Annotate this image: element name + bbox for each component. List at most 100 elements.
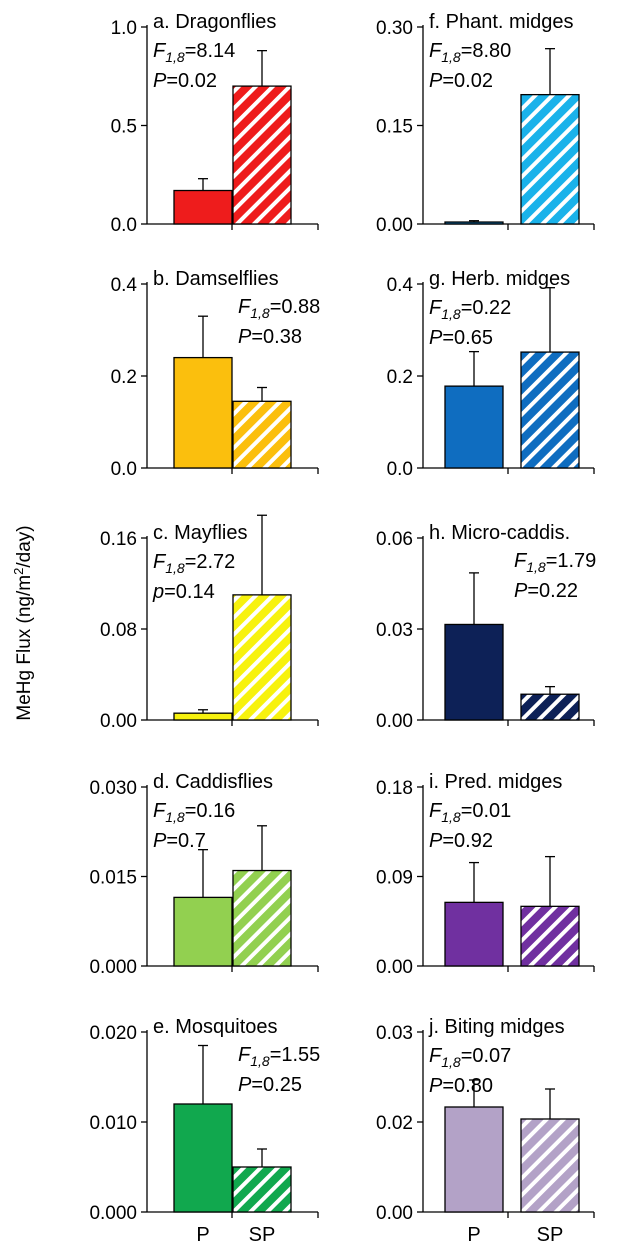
y-tick-label: 0.18: [376, 778, 413, 799]
bar-sp: [520, 1118, 580, 1213]
stat-f-var: F: [153, 551, 167, 573]
y-tick-label: 1.0: [111, 18, 137, 39]
panel-title: b. Damselflies: [153, 268, 279, 290]
stat-p-var: P: [238, 1074, 252, 1096]
y-tick-label: 0.2: [387, 367, 413, 388]
y-tick-label: 0.5: [111, 117, 137, 138]
stat-f-subscript: 1,8: [526, 559, 546, 575]
stat-p-var: P: [153, 70, 167, 92]
panel-1: 0.0 0.5 1.0 a. Dragonflies F1,8=8.14 P=0.02: [111, 11, 319, 236]
panels-group: 0.00.51.0 a. DragonfliesF1,8=8.14P=0.020.…: [89, 11, 596, 1246]
stat-f: F1,8=1.55: [238, 1044, 320, 1069]
category-label-sp: SP: [249, 1224, 276, 1246]
panel-8: 0.00 0.03 0.06 h. Micro-caddis. F1,8=1.79 P=0…: [376, 522, 596, 732]
bar-p: [173, 896, 233, 967]
panel-title: e. Mosquitoes: [153, 1016, 278, 1038]
stat-f-value: =0.07: [461, 1045, 512, 1067]
stat-f-value: =8.14: [185, 40, 236, 62]
stat-f-var: F: [514, 550, 528, 572]
stat-f: F1,8=1.79: [514, 550, 596, 575]
stat-f: F1,8=0.88: [238, 296, 320, 321]
stat-f-var: F: [429, 800, 443, 822]
stat-p-value: =0.02: [442, 70, 493, 92]
y-axis-label-main: MeHg Flux (ng/m: [14, 575, 35, 721]
panel-title: j. Biting midges: [428, 1016, 565, 1038]
stat-p: p=0.14: [152, 581, 215, 603]
bar-p: [173, 356, 233, 469]
panel-title: c. Mayflies: [153, 522, 247, 544]
y-tick-label: 0.000: [89, 1203, 137, 1224]
category-label-p: P: [467, 1224, 480, 1246]
stat-f-var: F: [429, 1045, 443, 1067]
y-tick-label: 0.02: [376, 1113, 413, 1134]
stat-f-subscript: 1,8: [165, 49, 185, 65]
stat-p-var: P: [429, 830, 443, 852]
stat-f: F1,8=0.01: [429, 800, 511, 825]
y-axis-label-superscript: 2: [11, 568, 26, 575]
stat-p-value: =0.22: [527, 580, 578, 602]
stat-p-value: =0.38: [251, 326, 302, 348]
y-tick-label: 0.03: [376, 1023, 413, 1044]
panel-title: g. Herb. midges: [429, 268, 570, 290]
stat-f-subscript: 1,8: [165, 560, 185, 576]
bar-sp: [232, 594, 292, 721]
category-label-sp: SP: [537, 1224, 564, 1246]
stat-p-value: =0.25: [251, 1074, 302, 1096]
bar-p: [173, 712, 233, 721]
bar-sp: [520, 93, 580, 225]
bar-sp: [232, 400, 292, 469]
stat-f-subscript: 1,8: [250, 305, 270, 321]
y-tick-label: 0.2: [111, 367, 137, 388]
stat-p: P=0.92: [429, 830, 493, 852]
stat-p-var: P: [429, 70, 443, 92]
stat-p-var: P: [429, 1075, 443, 1097]
stat-f: F1,8=8.14: [153, 40, 235, 65]
y-tick-label: 0.06: [376, 529, 413, 550]
stat-f-value: =1.55: [270, 1044, 321, 1066]
bar-p: [173, 1103, 233, 1213]
y-tick-label: 0.16: [100, 529, 137, 550]
stat-f-value: =0.01: [461, 800, 512, 822]
y-tick-label: 0.0: [111, 459, 137, 480]
stat-p-var: P: [153, 830, 167, 852]
y-tick-label: 0.015: [89, 868, 137, 889]
stat-p-value: =0.02: [166, 70, 217, 92]
y-tick-label: 0.4: [387, 275, 414, 296]
y-tick-label: 0.15: [376, 117, 413, 138]
stat-p-var: P: [514, 580, 528, 602]
panel-7: 0.0 0.2 0.4 g. Herb. midges F1,8=0.22 P=0.65: [387, 268, 595, 480]
stat-f: F1,8=0.07: [429, 1045, 511, 1070]
y-tick-label: 0.03: [376, 620, 413, 641]
stat-f-var: F: [153, 40, 167, 62]
bar-p: [444, 385, 504, 469]
stat-f-value: =1.79: [546, 550, 597, 572]
y-tick-label: 0.00: [376, 957, 413, 978]
bar-p: [444, 221, 504, 225]
y-tick-label: 0.09: [376, 868, 413, 889]
panel-6: 0.00 0.15 0.30 f. Phant. midges F1,8=8.80 P=0…: [376, 11, 595, 236]
stat-f-value: =0.88: [270, 296, 321, 318]
panel-title: a. Dragonflies: [153, 11, 276, 33]
y-tick-label: 0.010: [89, 1113, 137, 1134]
bar-sp: [232, 1166, 292, 1213]
stat-f-value: =0.16: [185, 800, 236, 822]
stat-p-value: =0.80: [442, 1075, 493, 1097]
y-axis-label: MeHg Flux (ng/m2/day): [11, 525, 35, 720]
stat-f-value: =2.72: [185, 551, 236, 573]
y-tick-label: 0.000: [89, 957, 137, 978]
stat-p: P=0.25: [238, 1074, 302, 1096]
category-label-p: P: [196, 1224, 209, 1246]
y-tick-label: 0.00: [376, 215, 413, 236]
bar-sp: [520, 693, 580, 721]
bar-sp: [520, 351, 580, 469]
y-tick-label: 0.30: [376, 18, 413, 39]
stat-f-var: F: [238, 296, 252, 318]
stat-p: P=0.02: [429, 70, 493, 92]
stat-p-var: P: [238, 326, 252, 348]
stat-p: P=0.80: [429, 1075, 493, 1097]
stat-p-value: =0.65: [442, 327, 493, 349]
panel-10: 0.000.020.03 j. Biting midgesF1,8=0.07P=0…: [376, 1016, 595, 1246]
